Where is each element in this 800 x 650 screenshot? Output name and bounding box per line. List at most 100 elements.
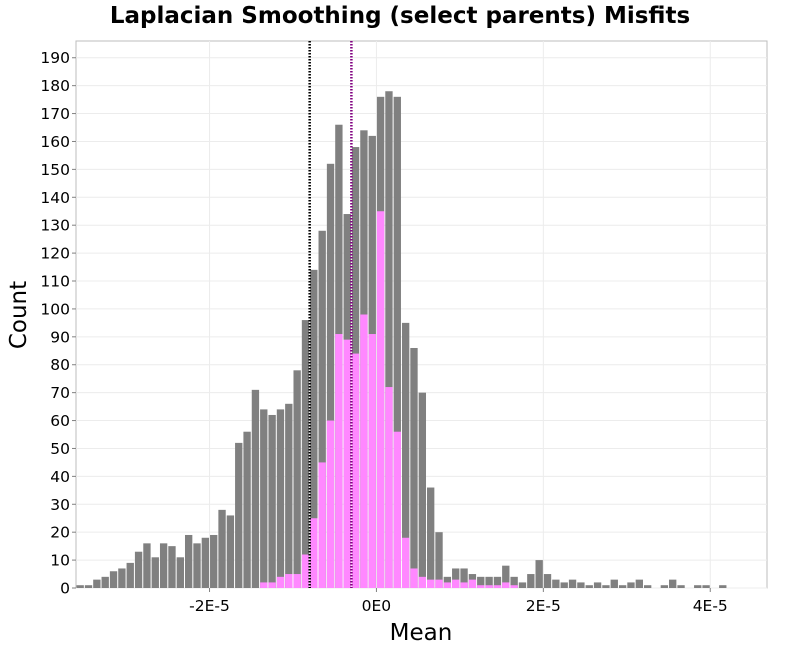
histogram-bar [351,353,360,588]
histogram-bar [527,574,535,588]
chart-title: Laplacian Smoothing (select parents) Mis… [110,3,690,29]
histogram-bar [635,579,643,588]
histogram-bar [293,574,301,588]
y-tick-label: 190 [40,49,70,67]
histogram-bar [134,551,143,588]
histogram-bar [443,576,452,588]
histogram-bar [251,389,260,588]
histogram-bar [510,585,518,588]
histogram-bar [719,585,727,588]
histogram-bar [577,582,585,588]
histogram-bar [193,543,201,588]
histogram-bar [218,509,226,588]
histogram-bar [618,585,627,588]
histogram-bar [184,534,193,588]
histogram-bar [143,543,151,588]
histogram-bar [560,582,568,588]
reference-lines [308,41,353,588]
histogram-bar [235,442,243,588]
histogram-bar [301,554,310,588]
histogram-bar [610,579,618,588]
histogram-bar [401,537,410,588]
histogram-bar [293,370,301,588]
histogram-bar [201,537,210,588]
histogram-bar [427,487,435,588]
y-tick-label: 120 [40,245,70,263]
histogram-bar [643,585,652,588]
histogram-bar [593,582,602,588]
histogram-bar [126,562,134,588]
histogram-bar [410,568,418,588]
histogram-bar [285,574,293,588]
histogram-bar [76,585,84,588]
y-tick-label: 0 [60,580,70,598]
y-tick-label: 20 [50,524,70,542]
histogram-bar [485,585,493,588]
histogram-bar [385,387,393,588]
y-axis-label: Count [6,281,32,349]
histogram-bar [410,347,418,588]
histogram-bar [260,409,268,588]
y-tick-label: 40 [50,468,70,486]
x-tick-label: 2E-5 [526,597,561,615]
histogram-bar [368,334,376,588]
histogram-bar [485,576,493,588]
histogram-bar [443,582,452,588]
histogram-bar [460,568,468,588]
histogram-bar [535,560,543,588]
histogram-bar [385,91,393,589]
y-tick-label: 60 [50,412,70,430]
x-tick-label: 4E-5 [693,597,728,615]
histogram-bar [435,532,443,588]
histogram-bar [468,579,477,588]
histogram-bar [510,576,518,588]
histogram-bar [326,163,335,589]
histogram-bar [427,579,435,588]
histogram-bar [226,515,235,588]
y-tick-label: 100 [40,300,70,318]
histogram-bar [493,576,502,588]
histogram-bar [318,230,326,588]
histogram-bar [168,546,176,588]
y-tick-label: 140 [40,189,70,207]
histogram-bar [677,585,685,588]
x-tick-label: -2E-5 [189,597,230,615]
y-tick-label: 150 [40,161,70,179]
histogram-bar [543,574,552,588]
histogram-bar [401,322,410,588]
histogram-bar [518,582,527,588]
histogram-bar [627,582,635,588]
histogram-bar [418,576,427,588]
histogram-bar [276,409,285,588]
y-tick-label: 170 [40,105,70,123]
x-tick-label: 0E0 [362,597,392,615]
histogram-bar [335,334,343,588]
histogram-bar [101,576,109,588]
histogram-bar [310,269,318,588]
histogram-bar [310,518,318,588]
histogram-bar [568,579,577,588]
histogram-bar [276,576,285,588]
y-tick-label: 90 [50,328,70,346]
histogram-bar [477,576,485,588]
histogram-bar [210,534,218,588]
histogram-bar [585,585,593,588]
histogram-bar [669,579,677,588]
histogram-bar [660,585,669,588]
histogram-bar [360,314,368,588]
histogram-bar [93,579,101,588]
histogram-bar [318,462,326,588]
histogram-bar [452,579,460,588]
y-tick-label: 130 [40,217,70,235]
histogram-bar [602,585,610,588]
histogram-bar [477,585,485,588]
histogram-bar [702,585,710,588]
y-tick-label: 160 [40,133,70,151]
histogram-bar [151,557,159,588]
histogram-bar [343,339,351,588]
histogram-bar [460,582,468,588]
histogram-bar [493,585,502,588]
y-tick-label: 10 [50,552,70,570]
histogram-bar [243,431,251,588]
